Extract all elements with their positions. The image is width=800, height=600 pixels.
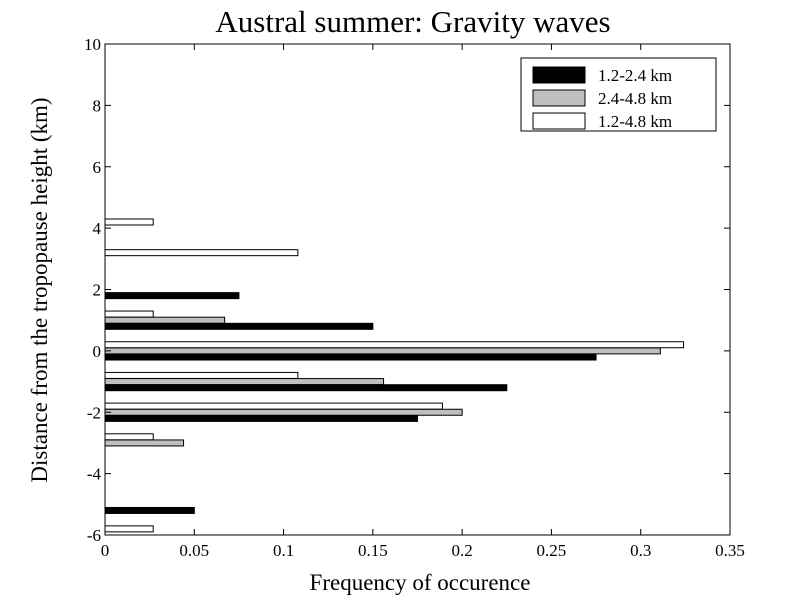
x-tick-label: 0 xyxy=(101,541,110,560)
x-axis-label: Frequency of occurence xyxy=(310,570,531,595)
bar-series3-5 xyxy=(104,341,685,349)
bar-series2-2 xyxy=(104,408,463,416)
bars-group xyxy=(104,218,685,533)
x-tick-label: 0.35 xyxy=(715,541,745,560)
x-tick-label: 0.1 xyxy=(273,541,294,560)
bar-series1-4 xyxy=(104,353,597,361)
y-tick-label: 10 xyxy=(84,35,101,54)
plot-frame xyxy=(104,43,731,536)
chart-title: Austral summer: Gravity waves xyxy=(215,4,610,39)
x-tick-label: 0.05 xyxy=(179,541,209,560)
y-tick-label: -2 xyxy=(87,403,101,422)
bar-series3-7 xyxy=(104,249,299,257)
bar-series2-1 xyxy=(104,439,185,447)
y-tick-label: 6 xyxy=(93,158,102,177)
bar-series3-3 xyxy=(104,402,443,410)
y-tick-label: 0 xyxy=(93,342,102,361)
ticks-group: 0 0.05 0.1 0.15 0.2 0.25 0.3 0.35 -6 -4 -2 0 2 4 6 8 10 xyxy=(84,35,745,560)
bar-series1-5 xyxy=(104,322,374,330)
y-axis-label: Distance from the tropopause height (km) xyxy=(27,97,52,482)
bar-series3-8 xyxy=(104,218,154,226)
y-tick-label: 4 xyxy=(93,219,102,238)
y-tick-label: -6 xyxy=(87,526,101,545)
bar-series1-6 xyxy=(104,292,240,300)
bar-series1-2 xyxy=(104,414,418,422)
bar-series3-2 xyxy=(104,433,154,441)
x-tick-label: 0.25 xyxy=(537,541,567,560)
bar-series2-4 xyxy=(104,347,661,355)
y-tick-label: 8 xyxy=(93,96,102,115)
y-tick-label: 2 xyxy=(93,281,102,300)
legend-swatch-2 xyxy=(532,89,586,107)
x-tick-label: 0.2 xyxy=(452,541,473,560)
bar-series3-1 xyxy=(104,525,154,533)
y-tick-label: -4 xyxy=(87,465,102,484)
bar-series2-3 xyxy=(104,378,385,386)
legend-label-3: 1.2-4.8 km xyxy=(598,112,672,131)
bar-series3-4 xyxy=(104,371,299,379)
legend: 1.2-2.4 km 2.4-4.8 km 1.2-4.8 km xyxy=(520,57,717,132)
legend-label-2: 2.4-4.8 km xyxy=(598,89,672,108)
legend-swatch-3 xyxy=(532,112,586,130)
legend-swatch-1 xyxy=(532,66,586,84)
legend-label-1: 1.2-2.4 km xyxy=(598,66,672,85)
bar-series1-1 xyxy=(104,506,195,514)
bar-series3-6 xyxy=(104,310,154,318)
bar-series2-5 xyxy=(104,316,226,324)
x-tick-label: 0.3 xyxy=(630,541,651,560)
bar-series1-3 xyxy=(104,384,508,392)
x-tick-label: 0.15 xyxy=(358,541,388,560)
